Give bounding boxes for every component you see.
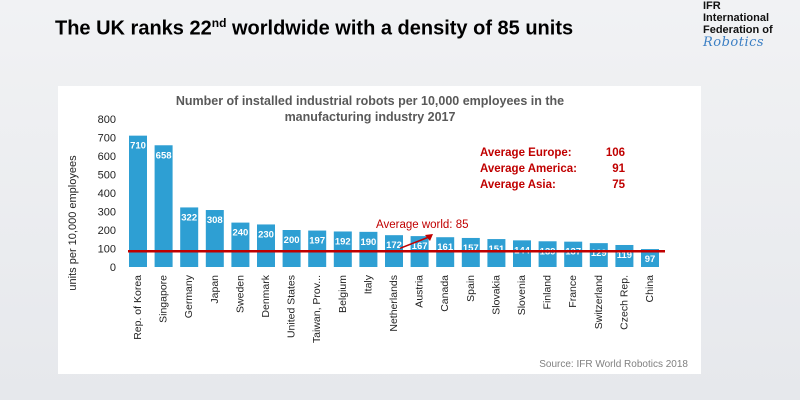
bar-value-label: 710 (130, 141, 146, 152)
bar-value-label: 167 (412, 241, 428, 252)
logo-line-1: IFR (703, 0, 721, 12)
bar (231, 222, 250, 267)
regional-average-label: Average America: (480, 163, 577, 175)
bar (487, 239, 506, 267)
average-world-arrow (399, 236, 430, 249)
category-label: Switzerland (593, 275, 605, 329)
y-tick-label: 400 (98, 188, 116, 200)
bar-value-label: 230 (258, 229, 274, 240)
category-label: Slovenia (516, 275, 528, 315)
category-label: Germany (183, 274, 195, 318)
average-world-label: Average world: 85 (376, 219, 468, 231)
category-label: Rep. of Korea (132, 275, 144, 340)
y-tick-label: 0 (110, 262, 116, 274)
slide-title-main: The UK ranks 22 (55, 17, 212, 40)
category-label: Czech Rep. (618, 275, 630, 330)
chart-panel: Number of installed industrial robots pe… (58, 86, 701, 374)
bar (257, 224, 275, 267)
category-label: Denmark (260, 274, 272, 317)
bar (308, 230, 327, 267)
bar (564, 241, 583, 267)
regional-average-value: 106 (606, 147, 625, 159)
bar (641, 249, 659, 267)
bar (205, 210, 224, 267)
category-label: Canada (439, 275, 451, 312)
y-tick-label: 300 (98, 207, 116, 219)
y-tick-label: 700 (98, 133, 116, 145)
bar-value-label: 192 (335, 236, 351, 247)
y-tick-label: 600 (98, 151, 116, 163)
category-label: Austria (414, 275, 426, 308)
slide-title: The UK ranks 22nd worldwide with a densi… (55, 16, 573, 41)
bar-value-label: 119 (617, 250, 632, 261)
y-tick-label: 100 (98, 244, 116, 256)
logo-line-2: International (703, 12, 770, 24)
bar-value-label: 240 (232, 228, 248, 239)
category-label: China (644, 275, 656, 303)
category-label: France (567, 275, 579, 308)
bar (513, 240, 531, 267)
y-tick-label: 200 (98, 225, 116, 237)
y-tick-label: 800 (98, 114, 116, 126)
bar-value-label: 172 (386, 240, 402, 251)
bar-value-label: 157 (463, 243, 479, 254)
bar-value-label: 322 (181, 212, 197, 223)
bar-value-label: 129 (591, 248, 607, 259)
regional-average-label: Average Europe: (480, 147, 572, 159)
bar (359, 231, 378, 267)
bar-value-label: 161 (437, 242, 454, 253)
category-label: Spain (465, 275, 477, 302)
ifr-logo: IFR International Federation of Robotics (703, 0, 800, 50)
category-label: Sweden (234, 275, 246, 313)
category-label: Belgium (337, 275, 349, 313)
arrow-head (425, 234, 433, 241)
chart-title-line: Number of installed industrial robots pe… (176, 94, 564, 108)
category-label: Taiwan, Prov... (311, 275, 323, 343)
bar-value-label: 97 (645, 254, 656, 265)
regional-average-value: 91 (612, 163, 625, 175)
bar-value-label: 200 (284, 235, 300, 246)
category-label: Slovakia (490, 275, 502, 315)
category-label: Italy (362, 274, 374, 294)
source-note: Source: IFR World Robotics 2018 (539, 359, 688, 370)
bar (538, 241, 557, 267)
bar-chart: Number of installed industrial robots pe… (67, 94, 688, 370)
category-label: Netherlands (388, 275, 400, 332)
category-label: Finland (542, 275, 554, 310)
category-label: United States (286, 275, 298, 338)
bar (129, 135, 147, 267)
slide-title-superscript: nd (211, 16, 227, 30)
category-label: Singapore (158, 275, 170, 323)
logo-script: Robotics (703, 35, 765, 50)
bar (154, 145, 173, 267)
slide-title-rest: worldwide with a density of 85 units (226, 17, 574, 40)
logo-line-3: Federation of (703, 24, 773, 36)
bar-value-label: 197 (309, 236, 325, 247)
bar-value-label: 190 (360, 237, 376, 248)
y-tick-label: 500 (98, 170, 116, 182)
category-label: Japan (209, 275, 221, 304)
y-axis-label: units per 10,000 employees (67, 155, 79, 291)
bar (282, 230, 301, 267)
bar-value-label: 151 (488, 244, 505, 255)
chart-title-line: manufacturing industry 2017 (285, 110, 456, 124)
bar (589, 243, 608, 267)
regional-average-value: 75 (612, 179, 625, 191)
regional-average-label: Average Asia: (480, 179, 556, 191)
bar-value-label: 308 (207, 215, 223, 226)
bar-value-label: 658 (156, 150, 172, 161)
bar (333, 231, 352, 267)
